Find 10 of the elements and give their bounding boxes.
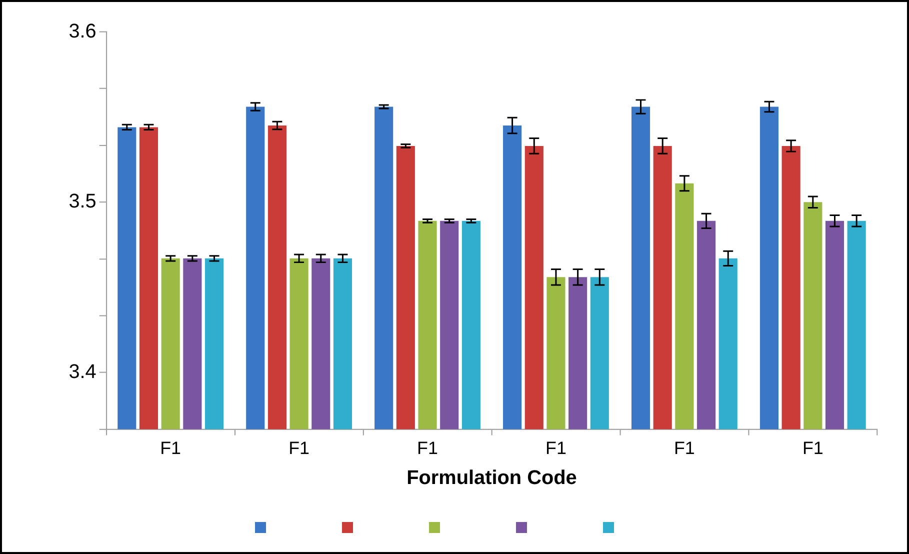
x-tick-label: F1 [288, 438, 310, 458]
y-tick-label: 3.6 [68, 20, 96, 42]
x-tick-label: F1 [674, 438, 695, 458]
x-tick-label: F1 [546, 438, 566, 458]
y-tick-label: 3.4 [68, 361, 96, 384]
x-tick-label: F1 [802, 438, 824, 458]
x-tick-label: F1 [417, 438, 438, 458]
x-tick-label: F1 [160, 438, 182, 458]
x-axis-title: Formulation Code [406, 467, 577, 490]
y-tick-label: 3.5 [68, 190, 96, 213]
